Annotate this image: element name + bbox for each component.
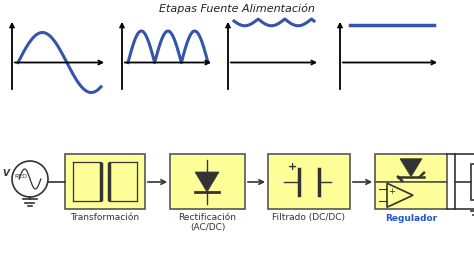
FancyBboxPatch shape (170, 154, 245, 209)
Polygon shape (400, 159, 422, 177)
FancyBboxPatch shape (471, 164, 474, 200)
Text: RED: RED (14, 175, 27, 179)
FancyBboxPatch shape (375, 181, 447, 209)
Text: Rectificación
(AC/DC): Rectificación (AC/DC) (179, 213, 237, 232)
FancyBboxPatch shape (268, 154, 350, 209)
Text: Etapas Fuente Alimentación: Etapas Fuente Alimentación (159, 4, 315, 15)
Text: V: V (2, 169, 9, 178)
FancyBboxPatch shape (375, 154, 447, 181)
Polygon shape (195, 172, 219, 192)
FancyBboxPatch shape (65, 154, 145, 209)
Text: Transformación: Transformación (71, 213, 139, 222)
Text: +: + (389, 187, 395, 196)
Text: Regulador: Regulador (385, 214, 437, 223)
Text: +: + (288, 162, 298, 172)
Text: Filtrado (DC/DC): Filtrado (DC/DC) (273, 213, 346, 222)
